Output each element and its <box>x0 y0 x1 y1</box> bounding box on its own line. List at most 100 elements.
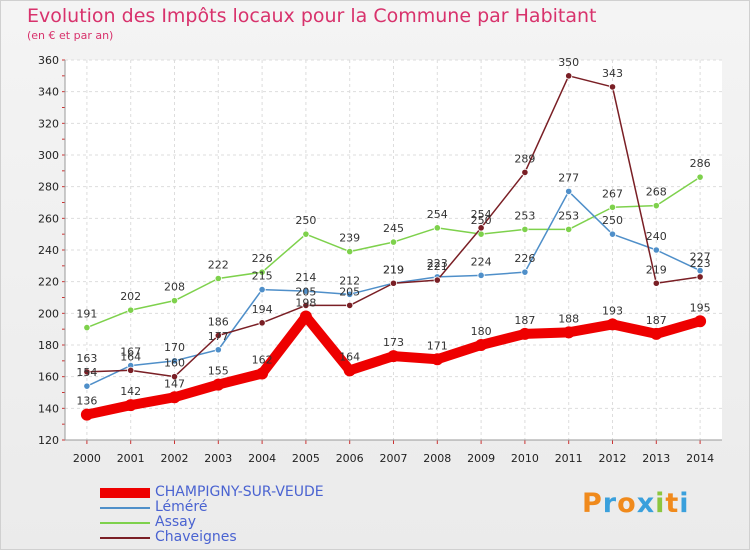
x-tick-label: 2011 <box>555 452 583 465</box>
y-tick-label: 280 <box>38 181 59 194</box>
data-label: 154 <box>76 366 97 379</box>
data-label: 239 <box>339 232 360 245</box>
legend-item-lemere: Léméré <box>100 499 400 515</box>
data-label: 186 <box>208 316 229 329</box>
data-point <box>168 391 181 404</box>
data-label: 163 <box>76 352 97 365</box>
y-tick-label: 340 <box>38 86 59 99</box>
data-label: 226 <box>252 252 273 265</box>
logo-letter: o <box>617 488 637 519</box>
data-label: 155 <box>208 365 229 378</box>
legend-swatch-champigny <box>100 488 150 498</box>
data-label: 136 <box>76 395 97 408</box>
data-label: 142 <box>120 385 141 398</box>
data-point <box>258 268 266 276</box>
data-point <box>606 318 619 331</box>
data-label: 205 <box>295 285 316 298</box>
legend-label: Léméré <box>155 499 208 515</box>
logo-letter: x <box>636 488 656 519</box>
data-point <box>652 202 660 210</box>
data-point <box>83 323 91 332</box>
legend-label: Chaveignes <box>155 529 237 545</box>
data-point <box>521 268 529 276</box>
data-label: 219 <box>383 263 404 276</box>
data-label: 171 <box>427 339 448 352</box>
data-label: 162 <box>252 354 273 367</box>
y-tick-label: 320 <box>38 117 59 130</box>
x-tick-label: 2009 <box>467 452 495 465</box>
data-point <box>565 225 573 234</box>
data-label: 222 <box>208 259 229 272</box>
y-tick-label: 140 <box>38 402 59 415</box>
logo-letter: i <box>679 488 690 519</box>
y-tick-label: 160 <box>38 371 59 384</box>
data-point <box>565 72 573 80</box>
data-label: 227 <box>690 251 711 264</box>
x-tick-label: 2006 <box>336 452 364 465</box>
data-point <box>346 290 354 298</box>
data-label: 268 <box>646 186 667 199</box>
data-point <box>608 230 617 238</box>
legend-swatch-lemere <box>100 507 150 509</box>
data-label: 245 <box>383 222 404 235</box>
data-point <box>433 224 441 232</box>
data-point <box>652 246 660 254</box>
data-label: 224 <box>471 255 492 268</box>
data-point <box>212 378 225 391</box>
data-point <box>650 327 663 340</box>
logo-letter: r <box>602 488 618 519</box>
data-label: 205 <box>339 285 360 298</box>
y-tick-label: 180 <box>38 339 59 352</box>
data-point <box>343 364 356 377</box>
y-tick-label: 360 <box>38 54 59 67</box>
data-label: 188 <box>558 312 579 325</box>
data-label: 212 <box>339 274 360 287</box>
chart-title: Evolution des Impôts locaux pour la Comm… <box>27 5 597 27</box>
data-point <box>433 276 441 284</box>
data-label: 240 <box>646 230 667 243</box>
data-label: 167 <box>120 346 141 359</box>
data-label: 164 <box>339 350 360 363</box>
data-point <box>475 339 488 351</box>
data-point <box>214 274 222 283</box>
data-point <box>694 315 707 328</box>
data-label: 250 <box>602 214 623 227</box>
legend-swatch-chaveignes <box>100 537 150 539</box>
y-tick-label: 200 <box>38 307 59 320</box>
x-tick-label: 2012 <box>599 452 627 465</box>
y-tick-label: 220 <box>38 276 59 289</box>
x-tick-label: 2004 <box>248 452 276 465</box>
data-point <box>518 327 531 340</box>
data-label: 194 <box>252 303 273 316</box>
logo-letter: P <box>582 488 603 519</box>
data-label: 253 <box>558 209 579 222</box>
data-label: 289 <box>514 152 535 165</box>
data-point <box>83 368 91 376</box>
data-label: 214 <box>295 271 316 284</box>
data-label: 221 <box>427 260 448 273</box>
data-label: 198 <box>295 297 316 310</box>
legend-item-champigny: CHAMPIGNY-SUR-VEUDE <box>100 484 400 500</box>
data-point <box>80 408 93 421</box>
data-point <box>521 225 529 234</box>
x-tick-label: 2007 <box>380 452 408 465</box>
data-point <box>127 306 135 314</box>
data-point <box>346 247 354 256</box>
legend: CHAMPIGNY-SUR-VEUDE Léméré Assay Chaveig… <box>100 484 400 545</box>
data-label: 267 <box>602 187 623 200</box>
data-point <box>562 326 575 339</box>
data-point <box>124 399 137 412</box>
data-label: 286 <box>690 157 711 170</box>
y-tick-label: 120 <box>38 434 59 447</box>
data-point <box>431 353 444 366</box>
data-label: 187 <box>514 314 535 327</box>
data-label: 187 <box>646 314 667 327</box>
data-label: 219 <box>646 263 667 276</box>
data-label: 193 <box>602 304 623 317</box>
data-label: 160 <box>164 357 185 370</box>
data-point <box>652 279 660 287</box>
chart-subtitle: (en € et par an) <box>27 29 114 42</box>
data-label: 215 <box>252 270 273 283</box>
data-label: 223 <box>427 257 448 270</box>
data-point <box>170 297 179 305</box>
